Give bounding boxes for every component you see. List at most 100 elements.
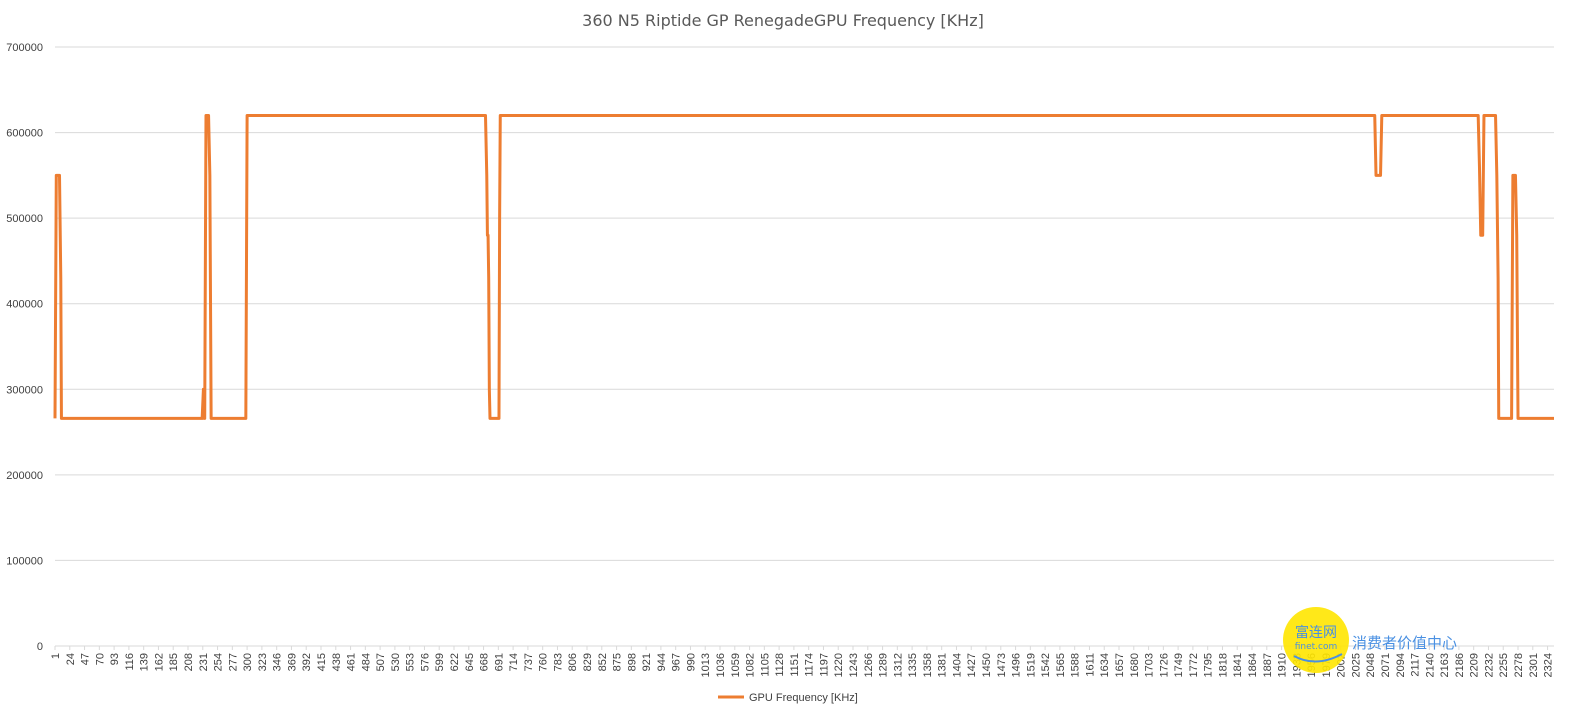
x-tick-label: 714: [508, 653, 520, 671]
x-tick-label: 990: [685, 653, 697, 671]
x-tick-label: 1588: [1070, 653, 1082, 677]
x-tick-label: 277: [227, 653, 239, 671]
x-tick-label: 1404: [951, 653, 963, 677]
x-tick-label: 1036: [715, 653, 727, 677]
legend: GPU Frequency [KHz]: [718, 692, 858, 704]
x-tick-label: 737: [523, 653, 535, 671]
x-tick-label: 1105: [759, 653, 771, 677]
x-tick-label: 47: [80, 653, 92, 665]
x-tick-label: 1289: [878, 653, 890, 677]
x-tick-label: 1726: [1158, 653, 1170, 677]
x-tick-label: 1749: [1173, 653, 1185, 677]
x-tick-label: 1496: [1011, 653, 1023, 677]
x-tick-label: 2186: [1454, 653, 1466, 677]
x-tick-label: 1128: [774, 653, 786, 677]
x-tick-label: 760: [538, 653, 550, 671]
gridlines: [55, 46, 1554, 561]
x-tick-label: 944: [656, 653, 668, 671]
x-tick-label: 1243: [848, 653, 860, 677]
x-tick-label: 1887: [1262, 653, 1274, 677]
x-tick-label: 530: [390, 653, 402, 671]
x-tick-label: 484: [360, 653, 372, 671]
x-tick-label: 2025: [1350, 653, 1362, 677]
x-tick-label: 1657: [1114, 653, 1126, 677]
x-tick-label: 346: [272, 653, 284, 671]
x-tick-label: 1013: [700, 653, 712, 677]
x-tick-label: 2255: [1498, 653, 1510, 677]
y-tick-label: 0: [37, 641, 43, 653]
x-tick-label: 1358: [922, 653, 934, 677]
x-tick-label: 2209: [1469, 653, 1481, 677]
x-tick-label: 852: [597, 653, 609, 671]
x-tick-label: 967: [671, 653, 683, 671]
chart-title: 360 N5 Riptide GP RenegadeGPU Frequency …: [582, 11, 984, 30]
x-tick-label: 1818: [1217, 653, 1229, 677]
x-tick-label: 1611: [1084, 653, 1096, 677]
x-tick-label: 1634: [1099, 653, 1111, 677]
x-tick-label: 2071: [1380, 653, 1392, 677]
x-tick-label: 231: [198, 653, 210, 671]
x-tick-label: 507: [375, 653, 387, 671]
x-tick-label: 24: [65, 653, 77, 665]
x-tick-label: 898: [626, 653, 638, 671]
x-tick-label: 392: [301, 653, 313, 671]
x-tick-label: 1565: [1055, 653, 1067, 677]
x-axis-ticks: 1 24 47 70 93 116 139 162 185 208 231 254 277 300 323 3…: [50, 646, 1555, 677]
x-tick-label: 2232: [1483, 653, 1495, 677]
x-tick-label: 300: [242, 653, 254, 671]
x-tick-label: 1059: [730, 653, 742, 677]
x-tick-label: 553: [405, 653, 417, 671]
x-tick-label: 1841: [1232, 653, 1244, 677]
x-tick-label: 1910: [1277, 653, 1289, 677]
watermark-slogan: 消费者价值中心: [1352, 634, 1457, 652]
x-tick-label: 576: [419, 653, 431, 671]
x-tick-label: 2301: [1528, 653, 1540, 677]
x-tick-label: 875: [612, 653, 624, 671]
x-tick-label: 2117: [1410, 653, 1422, 677]
y-tick-label: 400000: [6, 299, 43, 311]
x-tick-label: 1151: [789, 653, 801, 677]
watermark-name: 富连网: [1295, 624, 1337, 641]
x-tick-label: 208: [183, 653, 195, 671]
x-tick-label: 185: [168, 653, 180, 671]
y-tick-label: 700000: [6, 42, 43, 54]
x-tick-label: 1542: [1040, 653, 1052, 677]
x-tick-label: 1220: [833, 653, 845, 677]
x-tick-label: 162: [153, 653, 165, 671]
x-tick-label: 668: [479, 653, 491, 671]
x-tick-label: 1864: [1247, 653, 1259, 677]
x-tick-label: 139: [139, 653, 151, 671]
x-tick-label: 1335: [907, 653, 919, 677]
x-tick-label: 921: [641, 653, 653, 671]
x-tick-label: 1: [50, 653, 62, 659]
y-tick-label: 200000: [6, 470, 43, 482]
x-tick-label: 691: [493, 653, 505, 671]
x-tick-label: 1519: [1025, 653, 1037, 677]
x-tick-label: 2324: [1543, 653, 1555, 677]
x-tick-label: 1266: [863, 653, 875, 677]
x-tick-label: 2163: [1439, 653, 1451, 677]
x-tick-label: 829: [582, 653, 594, 671]
x-tick-label: 1082: [745, 653, 757, 677]
x-tick-label: 1381: [937, 653, 949, 677]
watermark-circle: [1283, 607, 1349, 673]
x-tick-label: 1473: [996, 653, 1008, 677]
watermark-url: finet.com: [1295, 642, 1338, 652]
x-tick-label: 461: [346, 653, 358, 671]
watermark: 富连网 finet.com 消费者价值中心: [1283, 607, 1457, 673]
x-tick-label: 369: [286, 653, 298, 671]
x-tick-label: 806: [567, 653, 579, 671]
y-tick-label: 300000: [6, 384, 43, 396]
x-tick-label: 323: [257, 653, 269, 671]
x-tick-label: 2048: [1365, 653, 1377, 677]
y-tick-label: 500000: [6, 213, 43, 225]
x-tick-label: 783: [552, 653, 564, 671]
series-line: [53, 113, 1554, 420]
x-tick-label: 2278: [1513, 653, 1525, 677]
x-tick-label: 2094: [1395, 653, 1407, 677]
watermark-swoosh: [1293, 653, 1343, 663]
x-tick-label: 254: [213, 653, 225, 671]
x-tick-label: 1174: [804, 653, 816, 677]
y-tick-label: 600000: [6, 128, 43, 140]
legend-label: GPU Frequency [KHz]: [749, 692, 858, 704]
